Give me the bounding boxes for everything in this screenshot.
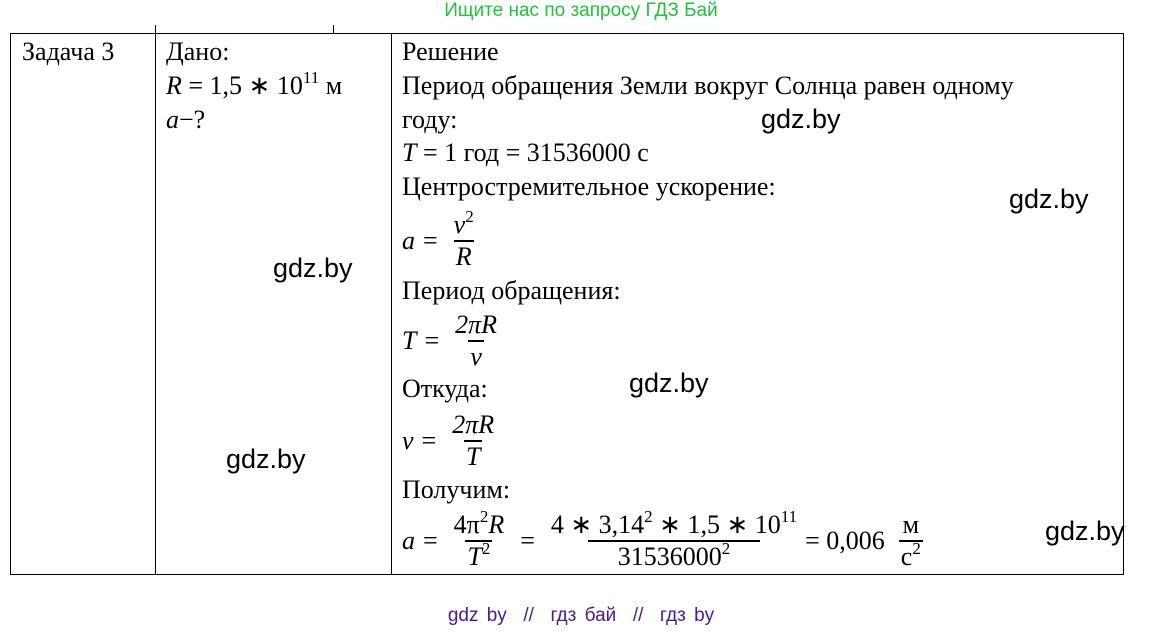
search-banner: Ищите нас по запросу ГДЗ Бай [444,0,718,21]
table-border-right [1123,33,1124,575]
divider [155,25,156,33]
solution-text: Получим: [402,475,511,504]
watermark: gdz.by [226,444,306,474]
watermark: gdz.by [273,253,353,283]
watermark: gdz.by [1009,184,1089,214]
period-value: T = 1 год = 31536000 с [402,138,649,167]
watermark: gdz.by [629,368,709,398]
formula-velocity: v = 2πR T [402,410,495,471]
formula-acceleration: a = v2 R [402,207,474,271]
solution-text: Период обращения Земли вокруг Солнца рав… [402,71,1014,100]
footer-links: gdz by // гдз бай // гдз by [447,605,715,626]
given-radius: R = 1,5 ∗ 1011 м [166,68,343,100]
column-divider [391,33,392,575]
solution-text: году: [402,105,458,134]
table-border-top [10,33,1124,34]
watermark: gdz.by [1045,516,1125,546]
solution-text: Период обращения: [402,276,621,305]
table-border-left [10,33,11,575]
given-title: Дано: [166,37,230,66]
task-label: Задача 3 [22,37,115,66]
formula-result: a = 4π2R T2 = 4 ∗ 3,142 ∗ 1,5 ∗ 1011 315360… [402,507,923,571]
solution-title: Решение [402,37,499,66]
column-divider [155,33,156,575]
given-find: a−? [166,105,206,134]
watermark: gdz.by [761,104,841,134]
solution-text: Центростремительное ускорение: [402,172,776,201]
formula-period: T = 2πR v [402,310,498,371]
divider [333,25,334,33]
table-border-bottom [10,574,1124,575]
solution-text: Откуда: [402,374,488,403]
